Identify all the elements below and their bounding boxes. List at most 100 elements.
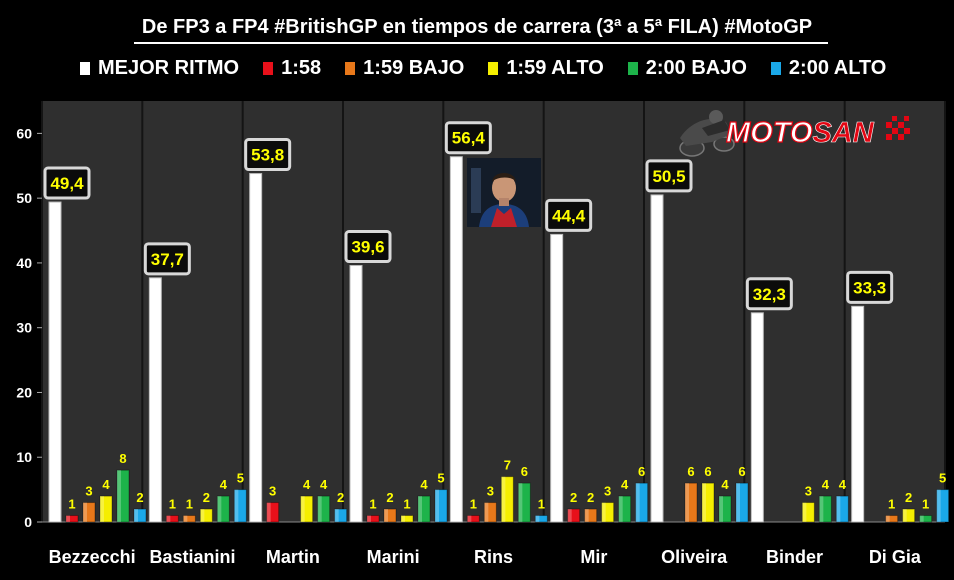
legend-swatch [80,61,90,75]
legend-label: 1:59 BAJO [363,56,465,79]
bar [400,515,414,523]
data-label: 3 [269,484,276,499]
y-tick-label: 40 [16,255,32,271]
bar [466,515,480,523]
bar-highlight [601,502,606,522]
bar [584,508,598,523]
data-label: 4 [102,477,110,492]
category-label: Di Gia [869,547,922,567]
data-label: 4 [420,477,428,492]
legend-item: MEJOR RITMO [80,57,239,80]
legend-swatch [627,61,638,75]
bar-highlight [83,502,87,522]
bar [567,508,581,523]
bar-highlight [819,496,824,522]
data-label: 1 [888,497,895,512]
data-label: 1 [538,497,545,512]
legend-item: 2:00 BAJO [627,56,747,80]
data-label: 1 [403,497,410,512]
rider-portrait-icon [467,158,541,227]
data-label: 5 [939,471,946,486]
bar-highlight [300,496,305,522]
data-label: 2 [136,490,143,505]
legend-label: 1:58 [281,56,322,79]
bar [199,508,213,523]
bar-highlight [685,483,689,522]
bar-highlight [384,509,388,522]
bar-highlight [584,509,589,522]
data-label: 3 [604,484,611,499]
data-label: 2 [203,490,210,505]
data-label: 6 [638,464,645,479]
bar-highlight [919,515,924,522]
legend-label: MEJOR RITMO [98,56,240,79]
data-label-box [143,242,191,276]
data-label: 53,8 [251,146,284,165]
bar-highlight [266,502,271,522]
logo-text: MOTOSAN [726,117,875,149]
bar [233,489,247,523]
bar [148,277,162,523]
bar [902,508,916,523]
bar-highlight [317,496,322,522]
data-label-box [645,159,693,193]
legend-swatch [770,61,781,75]
bar-highlight [535,515,540,522]
data-label: 1 [470,497,477,512]
bar [334,508,348,523]
data-label-box [244,138,292,172]
bar-highlight [501,476,506,522]
bar [82,502,96,523]
bar [383,508,397,523]
legend-label: 2:00 BAJO [645,56,747,79]
data-label: 2 [570,490,577,505]
bar [434,489,448,523]
bar-highlight [518,483,523,522]
data-label: 1 [68,497,75,512]
bar [500,476,514,523]
bar-highlight [484,502,489,522]
bar [835,495,849,523]
data-label: 4 [621,477,629,492]
bar-highlight [567,509,572,522]
data-label: 3 [487,484,494,499]
data-label: 6 [687,464,694,479]
bar [483,502,497,523]
y-tick-label: 50 [16,190,32,206]
bar-highlight [367,515,371,522]
bar-highlight [401,515,405,522]
data-label: 4 [320,477,328,492]
legend-item: 1:58 [263,57,321,80]
motorcycle-rider-icon [679,110,735,157]
data-label: 6 [738,464,745,479]
y-tick-label: 60 [16,125,32,141]
legend-swatch [488,61,499,75]
bar [349,265,363,523]
bar-highlight [836,496,841,522]
logo-text-primary: MOTO [726,117,813,149]
bar-highlight [134,509,138,522]
data-label: 37,7 [151,250,184,269]
legend-item: 1:59 ALTO [488,57,604,80]
legend-item: 2:00 ALTO [770,57,886,80]
data-label: 1 [922,497,929,512]
bar [701,482,715,523]
legend-swatch [345,61,356,75]
data-label-box [444,121,492,155]
bar [534,515,548,523]
data-label-box [344,230,392,264]
bar-highlight [334,509,339,522]
bar [919,515,933,523]
bar-highlight [702,483,706,522]
data-label: 50,5 [652,167,685,186]
category-label: Marini [367,547,420,567]
bar-highlight [618,496,623,522]
bar [116,469,130,523]
bar-highlight [936,489,941,522]
data-label: 5 [437,471,444,486]
bar-highlight [117,470,121,522]
bar [735,482,749,523]
bar-highlight [802,502,807,522]
data-label: 4 [220,477,228,492]
bar [684,482,698,523]
